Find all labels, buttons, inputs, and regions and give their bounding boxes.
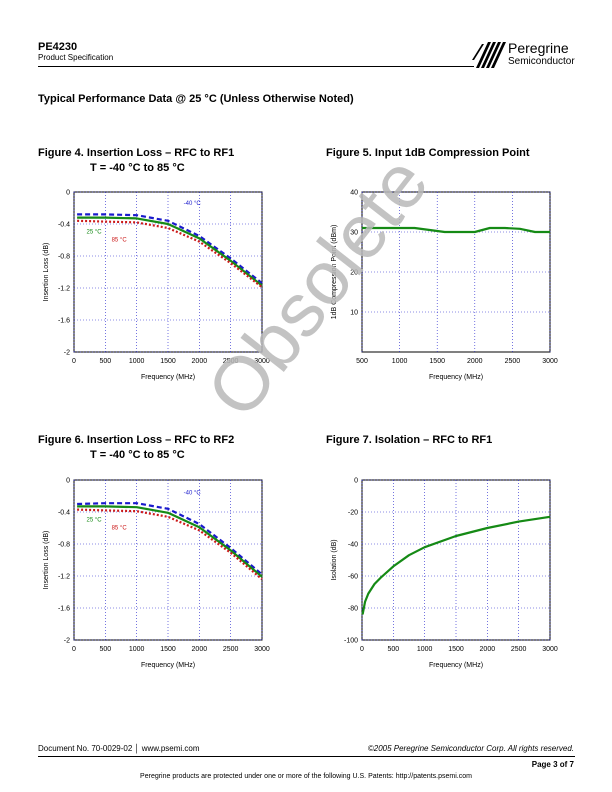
y-tick-label: -2: [64, 350, 70, 357]
y-tick-label: -0.4: [58, 222, 70, 229]
figure-6-chart: 0 500 1000 1500 2000 2500 3000 0 -0.4 -0.8 -1.2 -1.…: [43, 478, 270, 670]
x-axis-label: Frequency (MHz): [429, 662, 483, 669]
document-type: Product Specification: [38, 53, 114, 62]
x-tick-label: 1500: [160, 646, 176, 653]
y-tick-label: 20: [350, 270, 358, 277]
y-tick-label: -40: [348, 542, 358, 549]
x-tick-label: 2000: [480, 646, 496, 653]
x-tick-label: 1000: [392, 358, 408, 365]
series-line-1: [77, 216, 263, 287]
x-tick-label: 1500: [160, 358, 176, 365]
series-line-0: [361, 515, 551, 615]
y-tick-label: -1.6: [58, 606, 70, 613]
document-number: Document No. 70-0029-02 │ www.psemi.com: [38, 744, 200, 753]
x-axis-label: Frequency (MHz): [141, 662, 195, 669]
figure-5-title: Figure 5. Input 1dB Compression Point: [326, 147, 530, 159]
x-tick-label: 1000: [417, 646, 433, 653]
x-tick-label: 3000: [254, 358, 270, 365]
series-annotation: 85 °C: [112, 526, 128, 532]
y-tick-label: -60: [348, 574, 358, 581]
x-tick-label: 2000: [467, 358, 483, 365]
y-axis-label: Insertion Loss (dB): [43, 531, 50, 590]
series-annotation: -40 °C: [184, 201, 202, 207]
y-axis-label: Isolation (dB): [331, 539, 338, 580]
x-tick-label: 3000: [254, 646, 270, 653]
plot-area: [361, 479, 551, 641]
figure-6-subtitle: T = -40 °C to 85 °C: [90, 449, 185, 461]
y-axis-label: Insertion Loss (dB): [43, 243, 50, 302]
x-tick-label: 500: [356, 358, 368, 365]
series-line-0: [77, 502, 263, 576]
x-tick-label: 1500: [429, 358, 445, 365]
x-tick-label: 3000: [542, 358, 558, 365]
peregrine-logo-icon: [472, 42, 506, 68]
y-tick-label: -80: [348, 606, 358, 613]
y-tick-label: -0.4: [58, 510, 70, 517]
section-title: Typical Performance Data @ 25 °C (Unless…: [38, 93, 354, 105]
x-tick-label: 2500: [511, 646, 527, 653]
x-tick-label: 2000: [192, 358, 208, 365]
series-line-1: [77, 505, 263, 578]
logo-subtitle: Semiconductor: [508, 56, 575, 67]
series-line-0: [362, 226, 550, 234]
series-annotation: 25 °C: [87, 230, 103, 236]
y-tick-label: -20: [348, 510, 358, 517]
y-tick-label: 0: [354, 478, 358, 485]
logo-name: Peregrine: [508, 40, 569, 56]
y-tick-label: -0.8: [58, 254, 70, 261]
series-line-2: [77, 219, 263, 289]
figure-4-chart: 0 500 1000 1500 2000 2500 3000 0 -0.4 -0.8 -1.2 -1.…: [43, 190, 270, 382]
figure-4-subtitle: T = -40 °C to 85 °C: [90, 162, 185, 174]
series-line-2: [77, 508, 263, 581]
x-tick-label: 2500: [505, 358, 521, 365]
x-tick-label: 2500: [223, 646, 239, 653]
series-annotation: 25 °C: [87, 518, 103, 524]
x-tick-label: 0: [72, 646, 76, 653]
figure-7-chart: 0 500 1000 1500 2000 2500 3000 0 -20 -40 -60 -80 -10…: [331, 478, 558, 670]
x-tick-label: 0: [72, 358, 76, 365]
x-tick-label: 0: [360, 646, 364, 653]
x-axis-label: Frequency (MHz): [429, 374, 483, 381]
figure-6-title: Figure 6. Insertion Loss – RFC to RF2: [38, 434, 235, 446]
page-number: Page 3 of 7: [531, 760, 574, 769]
y-tick-label: 30: [350, 230, 358, 237]
series-annotation: 85 °C: [112, 238, 128, 244]
patent-notice: Peregrine products are protected under o…: [140, 773, 472, 780]
x-tick-label: 3000: [542, 646, 558, 653]
document-id: PE4230: [38, 41, 78, 53]
x-tick-label: 1000: [129, 646, 145, 653]
figure-5-chart: 500 1000 1500 2000 2500 3000 10 20 30 40 Frequency…: [331, 190, 558, 382]
footer-rule: [38, 756, 575, 757]
y-tick-label: -0.8: [58, 542, 70, 549]
x-tick-label: 500: [99, 646, 111, 653]
y-tick-label: -2: [64, 638, 70, 645]
y-axis-label: 1dB Compression Point (dBm): [331, 225, 338, 320]
y-tick-label: -1.6: [58, 318, 70, 325]
x-tick-label: 500: [99, 358, 111, 365]
y-tick-label: -1.2: [58, 286, 70, 293]
x-axis-label: Frequency (MHz): [141, 374, 195, 381]
y-tick-label: 0: [66, 478, 70, 485]
x-tick-label: 1000: [129, 358, 145, 365]
y-tick-label: -1.2: [58, 574, 70, 581]
y-tick-label: 0: [66, 190, 70, 197]
header-rule: [38, 66, 474, 67]
x-tick-label: 2000: [192, 646, 208, 653]
y-tick-label: 10: [350, 310, 358, 317]
x-tick-label: 1500: [448, 646, 464, 653]
copyright: ©2005 Peregrine Semiconductor Corp. All …: [367, 744, 574, 753]
x-tick-label: 2500: [223, 358, 239, 365]
figure-7-title: Figure 7. Isolation – RFC to RF1: [326, 434, 493, 446]
x-tick-label: 500: [387, 646, 399, 653]
y-tick-label: -100: [344, 638, 358, 645]
figure-4-title: Figure 4. Insertion Loss – RFC to RF1: [38, 147, 235, 159]
series-annotation: -40 °C: [184, 490, 202, 496]
series-line-0: [77, 213, 263, 285]
y-tick-label: 40: [350, 190, 358, 197]
